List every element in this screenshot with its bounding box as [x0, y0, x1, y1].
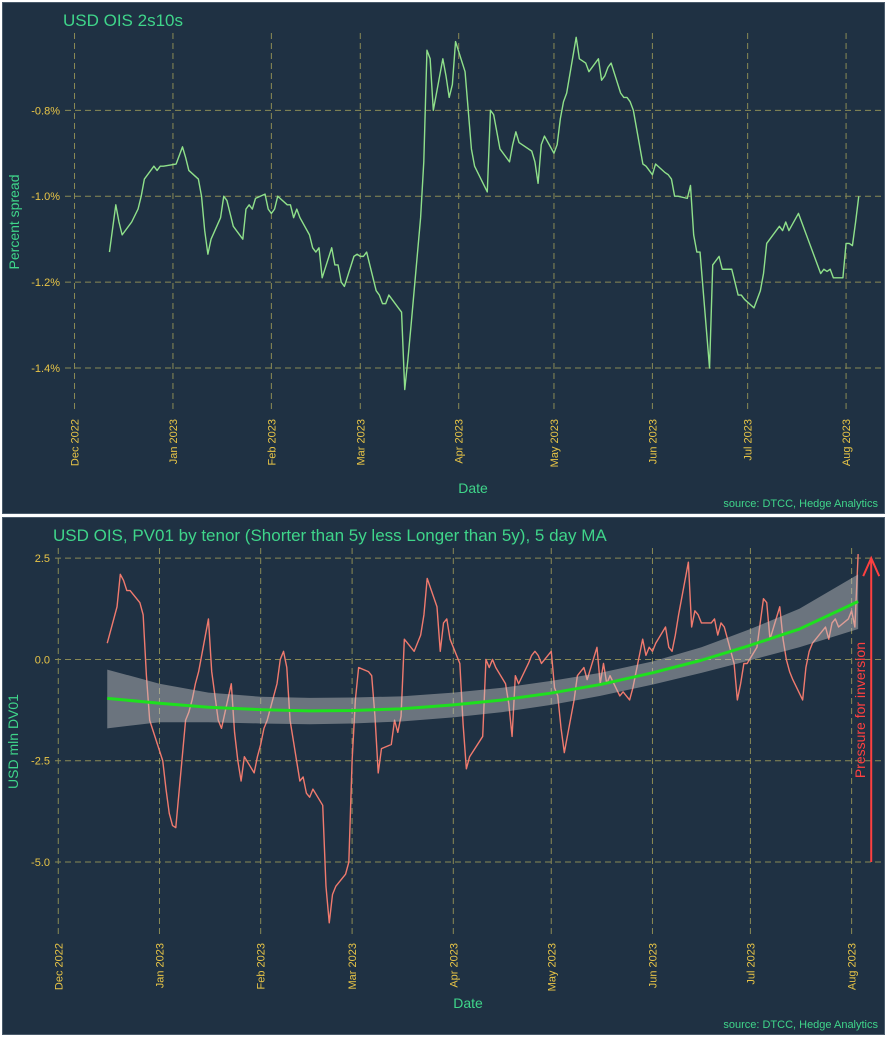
x-tick-label: Jul 2023: [745, 943, 757, 985]
x-tick-label: Jun 2023: [647, 419, 659, 464]
x-tick-label: Dec 2022: [70, 419, 82, 466]
source-note: source: DTCC, Hedge Analytics: [723, 1019, 878, 1031]
smooth-trend-line: [107, 600, 859, 713]
chart-title: USD OIS, PV01 by tenor (Shorter than 5y …: [53, 526, 607, 545]
pv01-chart: 2.5 0.0 -2.5 -5.0 Dec 2022 Jan 2023 Feb 2023 Ma…: [5, 548, 881, 1011]
y-tick-label: -0.8%: [31, 105, 60, 117]
chart-title: USD OIS 2s10s: [63, 11, 183, 30]
chart-panel-pv01: USD OIS, PV01 by tenor (Shorter than 5y …: [2, 517, 885, 1035]
x-axis-title: Date: [458, 480, 488, 496]
x-tick-label: Aug 2023: [847, 943, 859, 990]
annotation-label: Pressure for inversion: [852, 642, 868, 778]
y-tick-label: 2.5: [35, 553, 50, 565]
confidence-band: [107, 574, 859, 729]
y-tick-label: -1.0%: [31, 191, 60, 203]
chart-panel-spread: USD OIS 2s10s -0.8% -1.0% -1.2% -1.4% Dec 20…: [2, 2, 885, 514]
x-tick-label: Mar 2023: [355, 419, 367, 465]
y-tick-label: -1.4%: [31, 363, 60, 375]
series-line: [108, 36, 860, 391]
y-tick-label: -5.0: [31, 857, 50, 869]
x-tick-label: Jan 2023: [168, 419, 180, 464]
annotation-arrowhead: [862, 555, 881, 577]
source-note: source: DTCC, Hedge Analytics: [723, 498, 878, 510]
x-tick-label: Jan 2023: [154, 943, 166, 988]
x-tick-label: Feb 2023: [256, 943, 268, 989]
y-tick-label: 0.0: [35, 654, 50, 666]
x-axis-title: Date: [453, 995, 483, 1011]
x-tick-label: Dec 2022: [53, 943, 65, 990]
y-axis-title: Percent spread: [6, 175, 22, 270]
x-tick-label: Apr 2023: [448, 943, 460, 988]
x-tick-label: Feb 2023: [266, 419, 278, 465]
spread-chart: -0.8% -1.0% -1.2% -1.4% Dec 2022 Jan 2023 Feb …: [6, 33, 881, 496]
x-tick-label: May 2023: [546, 943, 558, 991]
x-tick-label: Apr 2023: [454, 419, 466, 464]
x-tick-label: Aug 2023: [841, 419, 853, 466]
y-axis-title: USD mln DV01: [5, 694, 21, 789]
x-tick-label: Mar 2023: [347, 943, 359, 989]
x-tick-label: Jul 2023: [743, 419, 755, 461]
y-tick-label: -2.5: [31, 756, 50, 768]
x-tick-label: May 2023: [549, 419, 561, 467]
x-tick-label: Jun 2023: [647, 943, 659, 988]
y-tick-label: -1.2%: [31, 277, 60, 289]
series-line: [106, 554, 859, 924]
